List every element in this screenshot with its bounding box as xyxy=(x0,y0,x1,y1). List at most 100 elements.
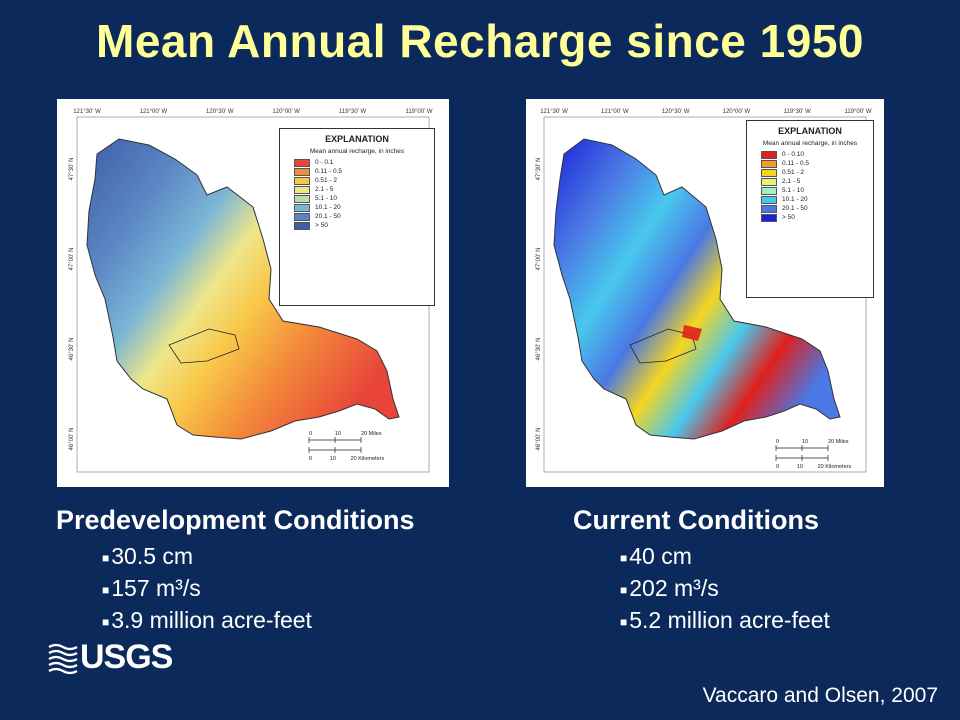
legend-label: 5.1 - 10 xyxy=(315,195,338,202)
scale-km-label: 10 xyxy=(797,464,803,470)
list-item: ■40 cm xyxy=(620,543,692,569)
current-map-graphic: 121°30' W 121°00' W 120°30' W 120°00' W 119°… xyxy=(536,109,872,473)
legend-entry: 0.11 - 0.5 xyxy=(294,167,434,176)
legend-entry: 0 - 0.10 xyxy=(761,150,873,159)
longitude-tick-label: 120°00' W xyxy=(723,109,751,115)
latitude-tick-label: 47°30' N xyxy=(536,158,542,181)
latitude-tick-label: 47°00' N xyxy=(69,248,75,271)
legend-swatch xyxy=(761,186,777,195)
legend-swatch xyxy=(761,195,777,204)
legend-label: 10.1 - 20 xyxy=(315,204,341,211)
longitude-tick-label: 119°00' W xyxy=(844,109,871,115)
legend-entry: 0.11 - 0.5 xyxy=(761,159,873,168)
scale-km-label: 20 Kilometers xyxy=(351,456,385,462)
latitude-tick-label: 46°00' N xyxy=(69,428,75,451)
citation: Vaccaro and Olsen, 2007 xyxy=(702,684,938,707)
latitude-tick-label: 46°00' N xyxy=(536,428,542,451)
legend-swatch xyxy=(761,177,777,186)
legend-entry: > 50 xyxy=(294,221,434,230)
legend-swatch xyxy=(761,204,777,213)
legend-label: 5.1 - 10 xyxy=(782,187,805,194)
legend-subtitle: Mean annual recharge, in inches xyxy=(762,140,858,147)
longitude-tick-label: 121°30' W xyxy=(73,109,101,115)
list-item: ■3.9 million acre-feet xyxy=(102,607,312,633)
latitude-tick-label: 47°00' N xyxy=(536,248,542,271)
longitude-tick-label: 119°30' W xyxy=(339,109,366,115)
legend-entry: > 50 xyxy=(761,213,873,222)
legend-swatch xyxy=(294,194,310,203)
legend-swatch xyxy=(294,203,310,212)
longitude-tick-label: 120°30' W xyxy=(206,109,234,115)
scale-km-label: 0 xyxy=(776,464,779,470)
predevelopment-legend: EXPLANATION Mean annual recharge, in inc… xyxy=(279,128,435,306)
legend-entry: 10.1 - 20 xyxy=(761,195,873,204)
longitude-tick-label: 120°00' W xyxy=(272,109,300,115)
legend-label: 0.51 - 2 xyxy=(782,169,805,176)
legend-label: 20.1 - 50 xyxy=(315,213,341,220)
scale-miles-label: 0 xyxy=(309,431,312,437)
legend-entry: 20.1 - 50 xyxy=(294,212,434,221)
scale-miles-label: 10 xyxy=(802,439,808,445)
legend-swatch xyxy=(761,213,777,222)
legend-label: 0 - 0.10 xyxy=(782,151,805,158)
slide-title: Mean Annual Recharge since 1950 xyxy=(96,15,864,67)
usgs-logo: USGS xyxy=(48,638,173,677)
current-legend: EXPLANATION Mean annual recharge, in inc… xyxy=(746,120,874,298)
legend-label: 0.11 - 0.5 xyxy=(782,160,809,167)
legend-entry: 5.1 - 10 xyxy=(761,186,873,195)
latitude-tick-label: 47°30' N xyxy=(69,158,75,181)
latitude-tick-label: 46°30' N xyxy=(69,338,75,361)
legend-entry: 10.1 - 20 xyxy=(294,203,434,212)
longitude-tick-label: 121°00' W xyxy=(140,109,168,115)
legend-swatch xyxy=(294,167,310,176)
legend-swatch xyxy=(294,158,310,167)
scale-km-label: 20 Kilometers xyxy=(818,464,852,470)
legend-subtitle: Mean annual recharge, in inches xyxy=(309,148,405,155)
legend-swatch xyxy=(761,168,777,177)
legend-entry: 0.51 - 2 xyxy=(294,176,434,185)
current-stats-list: ■40 cm ■202 m³/s ■5.2 million acre-feet xyxy=(620,540,830,636)
predevelopment-heading: Predevelopment Conditions xyxy=(56,505,415,535)
legend-label: 20.1 - 50 xyxy=(782,205,808,212)
legend-label: 2.1 - 5 xyxy=(315,186,334,193)
longitude-tick-label: 121°00' W xyxy=(601,109,629,115)
legend-label: 0 - 0.1 xyxy=(315,159,334,166)
legend-label: > 50 xyxy=(315,222,328,229)
current-recharge-map: 121°30' W 121°00' W 120°30' W 120°00' W 119°… xyxy=(526,99,884,487)
usgs-wave-icon xyxy=(48,643,78,674)
current-heading: Current Conditions xyxy=(573,505,819,535)
legend-label: 10.1 - 20 xyxy=(782,196,808,203)
yakima-basin-current xyxy=(553,138,841,440)
legend-entry: 5.1 - 10 xyxy=(294,194,434,203)
legend-title: EXPLANATION xyxy=(778,126,842,136)
legend-swatch xyxy=(294,212,310,221)
predevelopment-stats-list: ■30.5 cm ■157 m³/s ■3.9 million acre-fee… xyxy=(102,540,312,636)
list-item: ■5.2 million acre-feet xyxy=(620,607,830,633)
legend-entry: 0 - 0.1 xyxy=(294,158,434,167)
legend-entry: 0.51 - 2 xyxy=(761,168,873,177)
predevelopment-map-graphic: 121°30' W 121°00' W 120°30' W 120°00' W 119°… xyxy=(69,109,433,473)
legend-label: 2.1 - 5 xyxy=(782,178,801,185)
list-item: ■202 m³/s xyxy=(620,575,719,601)
yakima-basin-predevelopment xyxy=(86,138,400,440)
legend-swatch xyxy=(294,176,310,185)
legend-swatch xyxy=(761,159,777,168)
predevelopment-recharge-map: 121°30' W 121°00' W 120°30' W 120°00' W 119°… xyxy=(57,99,449,487)
usgs-logo-text: USGS xyxy=(80,638,173,676)
legend-entry: 2.1 - 5 xyxy=(294,185,434,194)
legend-title: EXPLANATION xyxy=(325,134,389,144)
legend-swatch xyxy=(294,185,310,194)
longitude-tick-label: 120°30' W xyxy=(662,109,690,115)
legend-swatch xyxy=(294,221,310,230)
longitude-tick-label: 119°00' W xyxy=(405,109,432,115)
scale-miles-label: 0 xyxy=(776,439,779,445)
longitude-tick-label: 121°30' W xyxy=(540,109,568,115)
latitude-tick-label: 46°30' N xyxy=(536,338,542,361)
list-item: ■30.5 cm xyxy=(102,543,194,569)
scale-miles-label: 20 Miles xyxy=(828,439,849,445)
scale-km-label: 0 xyxy=(309,456,312,462)
scale-miles-label: 10 xyxy=(335,431,341,437)
scale-miles-label: 20 Miles xyxy=(361,431,382,437)
legend-label: 0.51 - 2 xyxy=(315,177,338,184)
legend-label: > 50 xyxy=(782,214,795,221)
